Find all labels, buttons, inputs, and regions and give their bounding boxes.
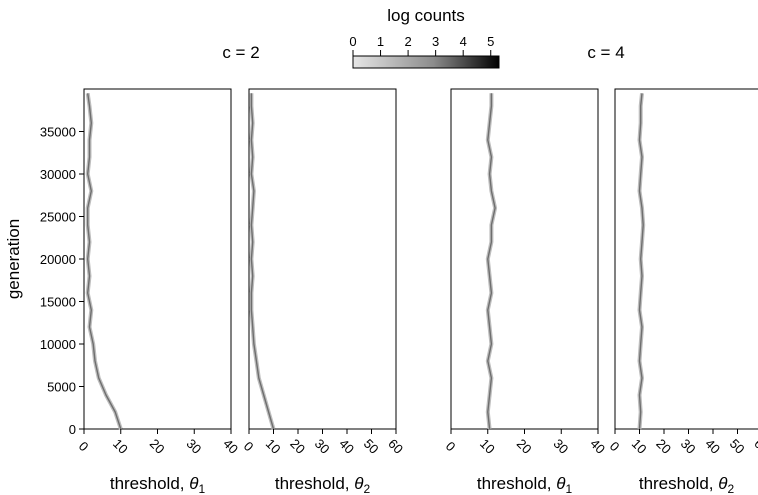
density-trace (86, 93, 122, 430)
density-trace (487, 93, 496, 430)
x-tick-label: 30 (312, 436, 333, 457)
x-tick-label: 40 (220, 436, 241, 457)
plot-frame (450, 88, 599, 430)
y-tick-label: 15000 (40, 295, 76, 310)
colorbar-tick-label: 2 (404, 34, 411, 49)
plot-frame (248, 88, 397, 430)
x-tick-label: 20 (514, 436, 535, 457)
y-tick-label: 35000 (40, 125, 76, 140)
x-tick-label: 0 (443, 438, 459, 454)
colorbar-gradient (352, 55, 500, 69)
heatmap-panel-3: 0 10 20 30 40 threshold, θ1 (443, 88, 608, 495)
colorbar-ticks: 0 1 2 3 4 5 (349, 34, 494, 56)
plot-frame (614, 88, 758, 430)
x-tick-label: 20 (147, 436, 168, 457)
colorbar-tick-label: 5 (487, 34, 494, 49)
colorbar-tick-label: 4 (460, 34, 467, 49)
x-tick-label: 60 (751, 436, 758, 457)
x-tick-label: 30 (550, 436, 571, 457)
y-tick-label: 30000 (40, 167, 76, 182)
x-tick-label: 50 (727, 436, 748, 457)
heatmap-panel-1: 0 10 20 30 40 0 5000 10000 15000 20000 25000 30000 3… (40, 88, 241, 495)
colorbar-title: log counts (387, 6, 465, 25)
x-tick-label: 10 (477, 436, 498, 457)
density-trace (638, 93, 644, 430)
x-tick-label: 0 (241, 438, 257, 454)
x-tick-label: 60 (385, 436, 406, 457)
panel-title-c4: c = 4 (587, 43, 624, 62)
x-tick-label: 50 (361, 436, 382, 457)
x-tick-label: 20 (287, 436, 308, 457)
x-tick-label: 30 (183, 436, 204, 457)
x-tick-label: 0 (607, 438, 623, 454)
colorbar-tick-label: 1 (377, 34, 384, 49)
panel-title-c2: c = 2 (222, 43, 259, 62)
x-tick-label: 20 (653, 436, 674, 457)
y-tick-label: 25000 (40, 210, 76, 225)
x-tick-label: 10 (110, 436, 131, 457)
x-tick-label: 30 (678, 436, 699, 457)
colorbar-tick-label: 3 (432, 34, 439, 49)
y-tick-label: 5000 (47, 380, 76, 395)
plot-frame (83, 88, 232, 430)
density-trace (250, 93, 275, 430)
x-tick-label: 40 (336, 436, 357, 457)
heatmap-panel-2: 0 10 20 30 40 50 60 threshold, θ2 (241, 88, 406, 495)
x-axis-label: threshold, θ2 (639, 474, 735, 495)
x-tick-label: 40 (587, 436, 608, 457)
x-axis-label: threshold, θ2 (275, 474, 371, 495)
y-tick-label: 0 (69, 422, 76, 437)
y-tick-label: 20000 (40, 252, 76, 267)
x-tick-label: 40 (702, 436, 723, 457)
x-tick-label: 0 (76, 438, 92, 454)
heatmap-panels: 0 10 20 30 400500010000150002000025000300003… (40, 88, 758, 495)
colorbar-tick-label: 0 (349, 34, 356, 49)
colorbar: log counts 0 1 2 3 4 5 (349, 6, 500, 69)
x-axis-label: threshold, θ1 (110, 474, 206, 495)
x-tick-label: 10 (263, 436, 284, 457)
x-tick-label: 10 (629, 436, 650, 457)
heatmap-panel-4: 0 10 20 30 40 50 60 threshold, θ2 (607, 88, 758, 495)
x-axis-label: threshold, θ1 (477, 474, 573, 495)
y-axis-label: generation (4, 219, 23, 299)
y-tick-label: 10000 (40, 337, 76, 352)
